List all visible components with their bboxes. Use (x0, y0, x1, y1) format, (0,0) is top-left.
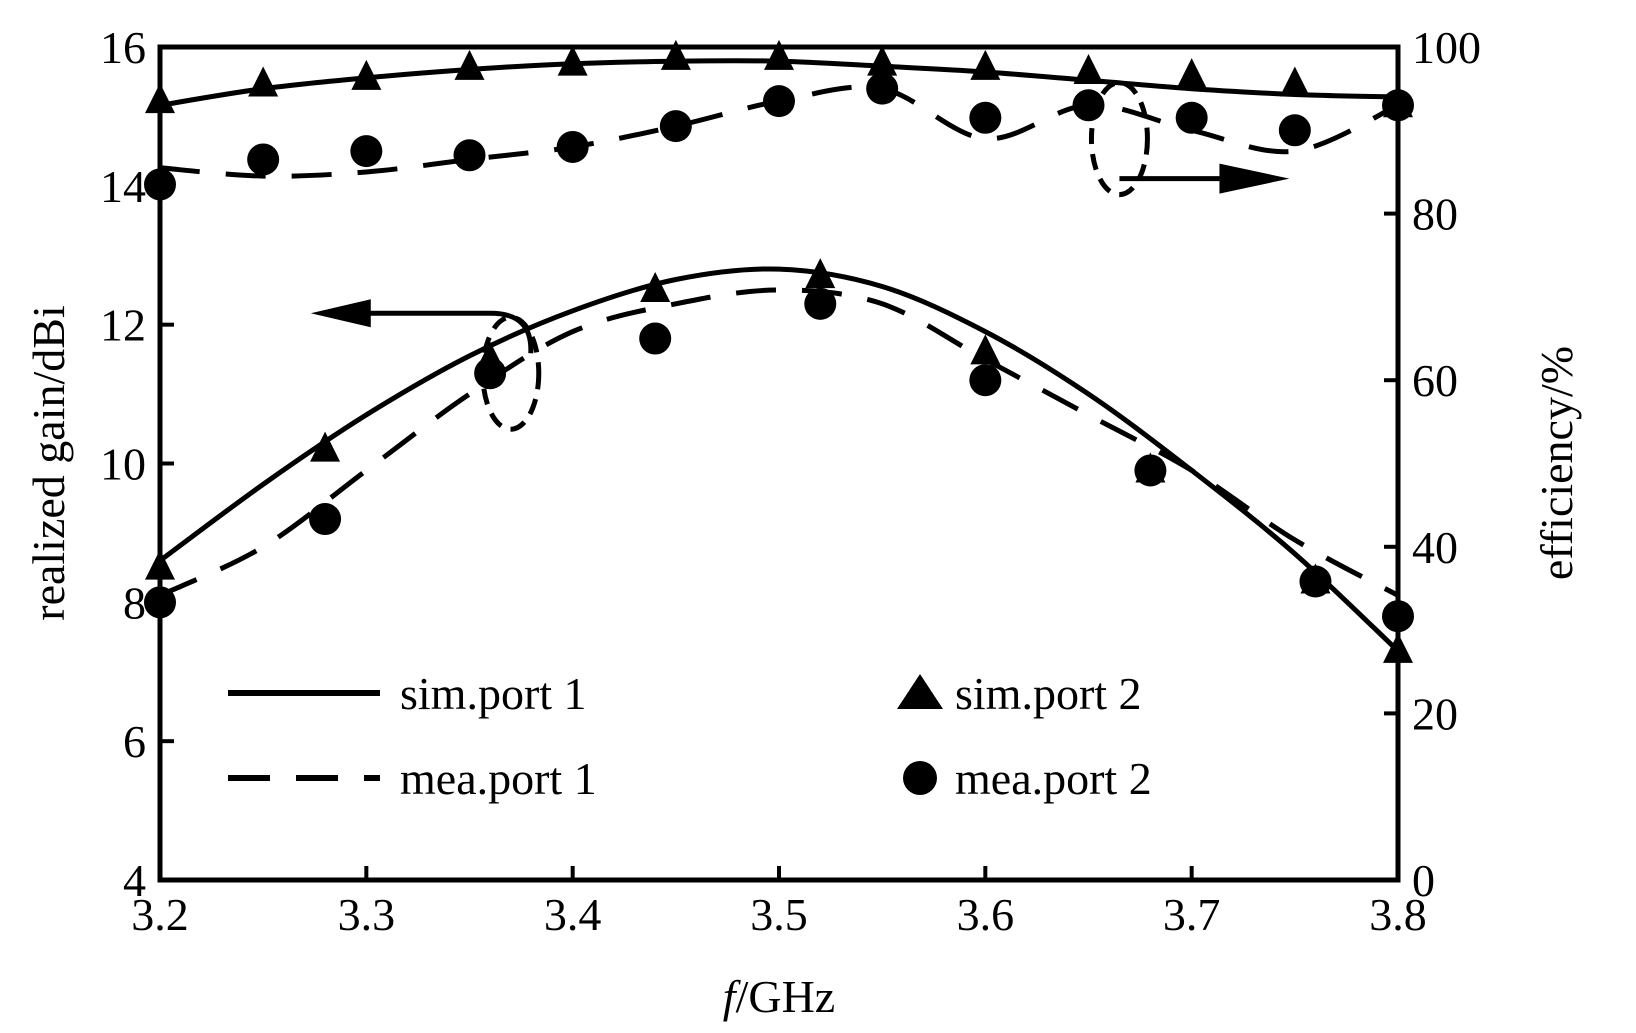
plot-marks (144, 39, 1414, 663)
point-eff-mea-port2 (1175, 101, 1208, 134)
plot-frame (157, 44, 1401, 883)
series-line-gain-sim-port1 (158, 266, 1400, 653)
indicator-arrow-head (310, 299, 371, 328)
x-tick-label: 3.4 (544, 889, 602, 940)
x-tick-label: 3.6 (957, 889, 1015, 940)
legend: sim.port 1 sim.port 2 mea.port 1 mea.por… (228, 668, 1152, 804)
legend-label-sim-port1: sim.port 1 (400, 668, 587, 719)
point-eff-mea-port2 (453, 139, 486, 172)
point-gain-mea-port2 (474, 357, 507, 390)
point-eff-mea-port2 (866, 72, 899, 105)
indicator-arrow-shaft (360, 310, 534, 354)
y-right-tick-label: 60 (1412, 355, 1458, 406)
point-eff-sim-port2 (1279, 66, 1310, 97)
y-right-tick-label: 20 (1412, 688, 1458, 739)
x-tick-label: 3.5 (750, 889, 808, 940)
x-tick-label: 3.3 (338, 889, 396, 940)
point-gain-sim-port2 (970, 334, 1001, 365)
point-eff-sim-port2 (248, 66, 279, 97)
y-right-tick-label: 100 (1412, 22, 1481, 73)
point-eff-sim-port2 (1176, 58, 1207, 89)
point-eff-sim-port2 (867, 45, 898, 76)
x-tick-label: 3.7 (1163, 889, 1221, 940)
axis-indicator-right (1088, 80, 1290, 198)
x-tick-label: 3.2 (131, 889, 189, 940)
legend-label-sim-port2: sim.port 2 (955, 668, 1142, 719)
indicator-ellipse (1088, 80, 1150, 198)
y-left-axis-label: realized gain/dBi (23, 305, 74, 621)
point-eff-mea-port2 (247, 143, 280, 176)
legend-swatch-mea-port2 (903, 761, 937, 795)
point-gain-mea-port2 (639, 322, 672, 355)
point-gain-sim-port2 (805, 258, 836, 289)
y-left-tick-label: 4 (123, 855, 146, 906)
point-eff-sim-port2 (764, 39, 794, 70)
point-eff-sim-port2 (557, 45, 588, 76)
point-eff-sim-port2 (351, 59, 382, 90)
point-eff-sim-port2 (970, 49, 1001, 80)
indicator-arrow-head (1219, 163, 1290, 194)
point-gain-sim-port2 (310, 431, 341, 462)
point-eff-mea-port2 (969, 101, 1002, 134)
indicator-ellipse (480, 314, 542, 432)
x-axis-label-unit: /GHz (736, 971, 836, 1022)
y-left-tick-label: 14 (100, 161, 146, 212)
point-eff-mea-port2 (350, 135, 383, 168)
ticks-layer: 3.2 3.3 3.4 3.5 3.6 3.7 3.8 4 6 8 10 12 14 16 0 20 40 60 8… (100, 22, 1481, 940)
y-right-tick-label: 40 (1412, 522, 1458, 573)
legend-swatch-sim-port2 (897, 674, 943, 709)
y-left-tick-label: 10 (100, 439, 146, 490)
point-eff-mea-port2 (556, 130, 589, 163)
y-right-tick-label: 80 (1412, 189, 1458, 240)
x-tick-label: 3.8 (1369, 889, 1427, 940)
series-line-gain-mea-port1 (158, 287, 1400, 598)
point-gain-mea-port2 (1299, 565, 1332, 598)
point-eff-mea-port2 (659, 110, 692, 143)
y-left-tick-label: 12 (100, 300, 146, 351)
axis-indicator-left (310, 299, 542, 432)
y-right-axis-label: efficiency/% (1531, 346, 1582, 580)
y-left-tick-label: 8 (123, 577, 146, 628)
point-eff-mea-port2 (763, 85, 795, 118)
point-gain-mea-port2 (969, 364, 1002, 397)
legend-label-mea-port1: mea.port 1 (400, 753, 597, 804)
point-eff-sim-port2 (454, 49, 485, 80)
point-eff-mea-port2 (1278, 114, 1311, 147)
point-gain-mea-port2 (804, 287, 837, 320)
point-eff-mea-port2 (1072, 89, 1105, 122)
point-eff-sim-port2 (660, 39, 691, 70)
point-eff-sim-port2 (1073, 53, 1104, 84)
point-gain-mea-port2 (1134, 454, 1167, 487)
y-left-tick-label: 16 (100, 22, 146, 73)
x-axis-label: f/GHz (723, 971, 835, 1022)
point-gain-mea-port2 (309, 503, 342, 536)
y-left-tick-label: 6 (123, 716, 146, 767)
legend-label-mea-port2: mea.port 2 (955, 753, 1152, 804)
point-gain-sim-port2 (640, 271, 671, 302)
annotation-layer (310, 80, 1290, 432)
y-right-tick-label: 0 (1412, 855, 1435, 906)
